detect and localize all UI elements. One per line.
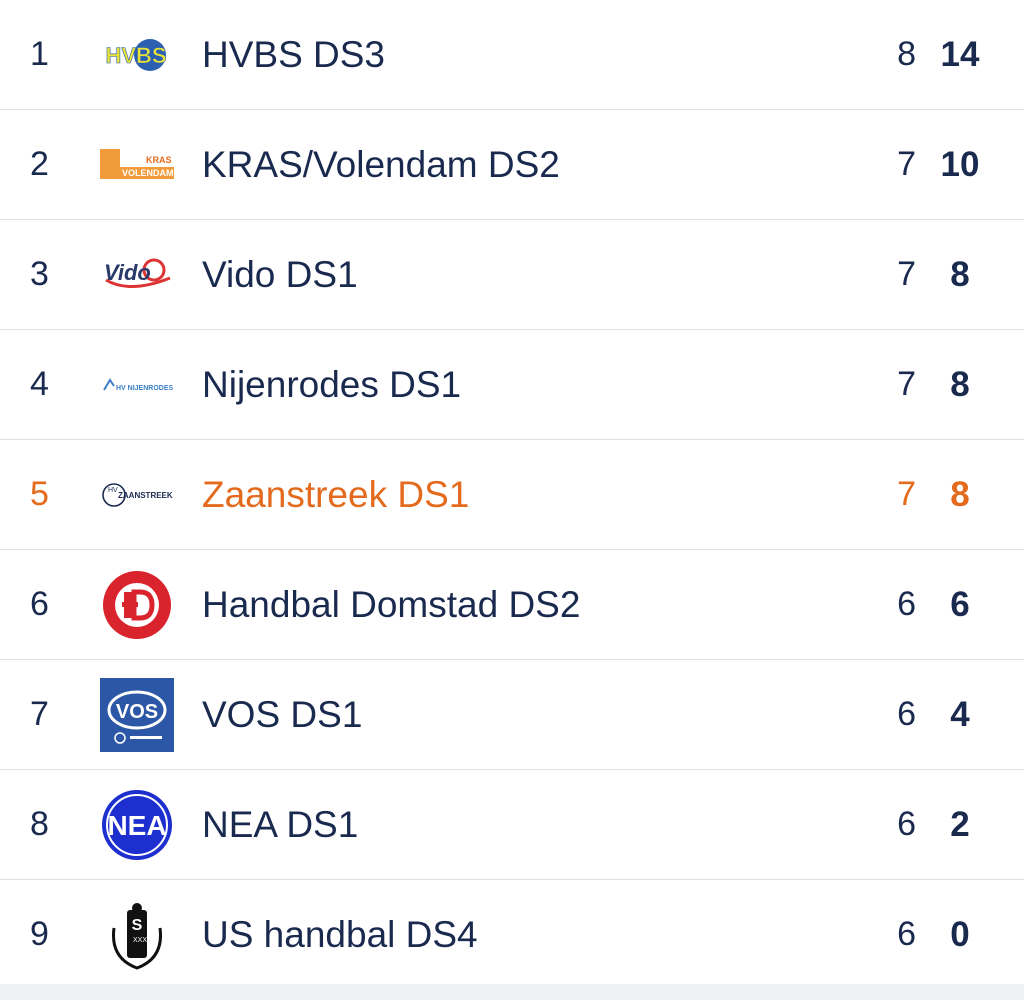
team-name: Handbal Domstad DS2 bbox=[202, 584, 581, 625]
position: 3 bbox=[30, 255, 49, 293]
hvbs-logo-icon: HVBS bbox=[100, 18, 174, 92]
kras-logo-text-1: KRAS bbox=[146, 155, 172, 165]
table-row[interactable]: 9 S XXX US handbal DS4 6 0 bbox=[0, 880, 1024, 990]
vido-logo-icon: Vido bbox=[100, 238, 174, 312]
svg-text:HV: HV bbox=[108, 487, 118, 494]
matches-played: 7 bbox=[897, 255, 916, 293]
points: 2 bbox=[950, 805, 970, 844]
team-name: Vido DS1 bbox=[202, 254, 358, 295]
domstad-logo-icon bbox=[100, 568, 174, 642]
position: 1 bbox=[30, 35, 49, 73]
team-name: Zaanstreek DS1 bbox=[202, 474, 470, 515]
nea-logo-icon: NEA bbox=[100, 788, 174, 862]
matches-played: 7 bbox=[897, 365, 916, 403]
matches-played: 6 bbox=[897, 585, 916, 623]
matches-played: 6 bbox=[897, 805, 916, 843]
matches-played: 8 bbox=[897, 35, 916, 73]
table-footer-strip bbox=[0, 984, 1024, 1000]
vos-logo-text: VOS bbox=[116, 701, 158, 723]
table-row[interactable]: 1 HVBS HVBS DS3 8 14 bbox=[0, 0, 1024, 110]
table-row[interactable]: 6 Handbal Domstad DS2 6 6 bbox=[0, 550, 1024, 660]
table-row-highlighted[interactable]: 5 HV ZAANSTREEK Zaanstreek DS1 7 8 bbox=[0, 440, 1024, 550]
kras-logo-text-2: VOLENDAM bbox=[122, 168, 174, 178]
matches-played: 7 bbox=[897, 145, 916, 183]
table-row[interactable]: 3 Vido Vido DS1 7 8 bbox=[0, 220, 1024, 330]
nijenrodes-logo-text: HV NIJENRODES bbox=[116, 385, 174, 392]
position: 5 bbox=[30, 475, 49, 513]
matches-played: 7 bbox=[897, 475, 916, 513]
points: 6 bbox=[950, 585, 970, 624]
points: 10 bbox=[940, 145, 980, 184]
position: 7 bbox=[30, 695, 49, 733]
team-name: NEA DS1 bbox=[202, 804, 359, 845]
us-logo-icon: S XXX bbox=[100, 898, 174, 972]
zaanstreek-logo-text: ZAANSTREEK bbox=[118, 491, 173, 500]
position: 9 bbox=[30, 915, 49, 953]
table-row[interactable]: 8 NEA NEA DS1 6 2 bbox=[0, 770, 1024, 880]
points: 8 bbox=[950, 365, 970, 404]
team-name: US handbal DS4 bbox=[202, 914, 478, 955]
nea-logo-text: NEA bbox=[107, 810, 166, 841]
team-name: KRAS/Volendam DS2 bbox=[202, 144, 560, 185]
points: 14 bbox=[940, 35, 980, 74]
kras-volendam-logo-icon: KRAS VOLENDAM bbox=[100, 128, 174, 202]
matches-played: 6 bbox=[897, 915, 916, 953]
team-name: Nijenrodes DS1 bbox=[202, 364, 462, 405]
points: 0 bbox=[950, 915, 970, 954]
table-row[interactable]: 7 VOS VOS DS1 6 4 bbox=[0, 660, 1024, 770]
matches-played: 6 bbox=[897, 695, 916, 733]
position: 4 bbox=[30, 365, 49, 403]
svg-text:XXX: XXX bbox=[133, 937, 147, 944]
points: 4 bbox=[950, 695, 970, 734]
table-row[interactable]: 2 KRAS VOLENDAM KRAS/Volendam DS2 7 10 bbox=[0, 110, 1024, 220]
zaanstreek-logo-icon: HV ZAANSTREEK bbox=[100, 458, 174, 532]
nijenrodes-logo-icon: HV NIJENRODES bbox=[100, 348, 174, 422]
vos-logo-icon: VOS bbox=[100, 678, 174, 752]
svg-text:HVBS: HVBS bbox=[105, 43, 166, 68]
table-row[interactable]: 4 HV NIJENRODES Nijenrodes DS1 7 8 bbox=[0, 330, 1024, 440]
team-name: VOS DS1 bbox=[202, 694, 363, 735]
team-name: HVBS DS3 bbox=[202, 34, 386, 75]
position: 2 bbox=[30, 145, 49, 183]
position: 6 bbox=[30, 585, 49, 623]
position: 8 bbox=[30, 805, 49, 843]
us-logo-text: S bbox=[132, 917, 143, 934]
vido-logo-text: Vido bbox=[104, 260, 151, 285]
points: 8 bbox=[950, 255, 970, 294]
points: 8 bbox=[950, 475, 970, 514]
